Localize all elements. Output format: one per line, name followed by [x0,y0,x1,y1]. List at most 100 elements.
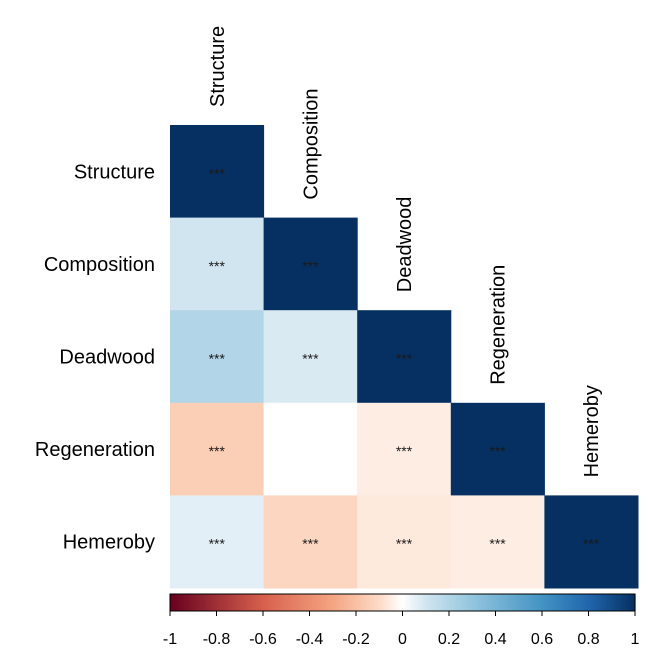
colorbar-segment [576,594,580,611]
colorbar-segment [579,594,583,611]
colorbar-segment [597,594,601,611]
colorbar-tick-label: 0.6 [531,631,553,648]
col-label-composition: Composition [300,88,322,199]
colorbar-segment [530,594,534,611]
colorbar-segment [607,594,611,611]
colorbar-segment [604,594,608,611]
colorbar-segment [428,594,432,611]
colorbar-segment [462,594,466,611]
colorbar-segment [193,594,197,611]
colorbar-segment [425,594,429,611]
colorbar-segment [525,594,529,611]
colorbar-segment [374,594,378,611]
row-label-regeneration: Regeneration [35,439,155,461]
colorbar-tick-label: -1 [163,631,177,648]
colorbar-segment [328,594,332,611]
significance-label: *** [396,443,413,459]
colorbar-segment [481,594,485,611]
colorbar-segment [437,594,441,611]
colorbar-tick-label: 0.8 [577,631,599,648]
cell-composition-structure [170,217,265,311]
colorbar-segment [383,594,387,611]
colorbar-segment [618,594,622,611]
colorbar-segment [460,594,464,611]
col-label-regeneration: Regeneration [488,265,510,385]
colorbar-segment [630,594,634,611]
colorbar-segment [528,594,531,611]
colorbar-segment [200,594,204,611]
colorbar-tick-label: 1 [631,631,640,648]
colorbar-segment [590,594,594,611]
colorbar-segment [611,594,615,611]
cell-deadwood-structure [170,310,265,404]
colorbar-segment [230,594,234,611]
colorbar-segment [223,594,227,611]
colorbar-segment [381,594,385,611]
colorbar-segment [181,594,185,611]
colorbar-segment [616,594,620,611]
column-labels: Structure Composition Deadwood Regeneration… [207,26,603,478]
colorbar-segment [188,594,192,611]
colorbar-tick-label: -0.4 [296,631,324,648]
cell-regeneration-structure [170,402,265,496]
colorbar-segment [204,594,208,611]
colorbar-segment [214,594,218,611]
colorbar-segment [558,594,562,611]
colorbar-segment [339,594,343,611]
cell-regeneration-deadwood [357,402,452,496]
colorbar-segment [479,594,483,611]
colorbar-segment [332,594,336,611]
colorbar-segment [562,594,566,611]
colorbar-segment [202,594,206,611]
significance-label: *** [396,351,413,367]
colorbar-segment [628,594,631,611]
colorbar-segment [267,594,271,611]
colorbar-tick-label: 0 [398,631,407,648]
colorbar-segment [488,594,492,611]
colorbar-segment [421,594,425,611]
colorbar-segment [218,594,222,611]
colorbar-segment [411,594,415,611]
colorbar-segment [609,594,613,611]
colorbar-segment [414,594,418,611]
colorbar-tick-label: 0.2 [438,631,460,648]
colorbar-segment [246,594,250,611]
colorbar-segment [207,594,211,611]
cell-hemeroby-hemeroby [544,495,639,589]
colorbar-segment [483,594,487,611]
colorbar-segment [367,594,371,611]
colorbar-segment [511,594,515,611]
colorbar-segment [560,594,564,611]
colorbar-segment [197,594,201,611]
colorbar-segment [449,594,452,611]
colorbar-ticks: -1 -0.8 -0.6 -0.4 -0.2 0 0.2 0.4 0.6 0.8 1 [163,611,640,648]
colorbar-segment [486,594,490,611]
colorbar-segment [353,594,357,611]
colorbar-segment [442,594,445,611]
colorbar-segment [316,594,320,611]
colorbar-segment [418,594,422,611]
colorbar-segment [307,594,311,611]
colorbar-segment [497,594,501,611]
cell-hemeroby-composition [263,495,358,589]
colorbar-segment [372,594,376,611]
colorbar-segment [290,594,294,611]
colorbar-segment [569,594,573,611]
significance-label: *** [583,536,600,552]
colorbar-segment [507,594,511,611]
colorbar-segment [532,594,536,611]
colorbar-segment [356,594,359,611]
colorbar-segment [565,594,569,611]
colorbar-segment [244,594,248,611]
colorbar-segment [469,594,473,611]
colorbar-segment [614,594,618,611]
colorbar-segment [172,594,176,611]
colorbar-segment [518,594,522,611]
colorbar-segment [439,594,443,611]
colorbar-segment [402,594,406,611]
colorbar-segment [397,594,401,611]
colorbar-segment [593,594,597,611]
colorbar-segment [495,594,499,611]
colorbar-segment [537,594,541,611]
